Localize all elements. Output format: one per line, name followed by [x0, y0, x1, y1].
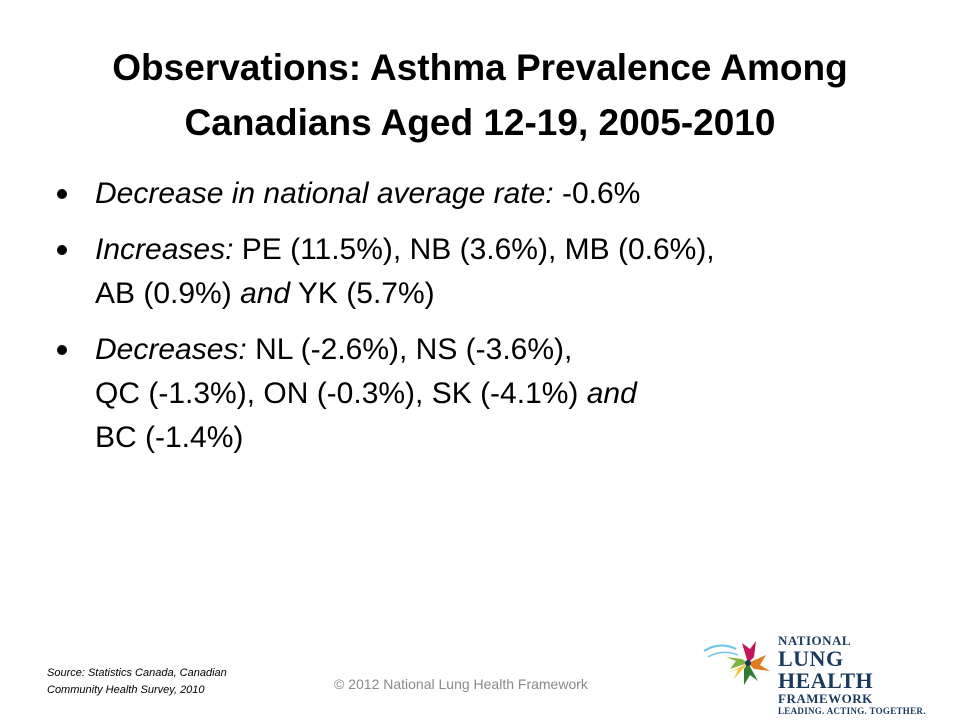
bullet-lead: Decreases:	[95, 333, 256, 366]
bullet-text: YK (5.7%)	[290, 277, 435, 310]
title-line-1: Observations: Asthma Prevalence Among	[112, 47, 848, 88]
logo-line-1: NATIONAL	[778, 633, 852, 648]
bullet-lead: Increases:	[95, 233, 242, 266]
bullet-increases: Increases: PE (11.5%), NB (3.6%), MB (0.…	[57, 228, 917, 316]
leaf-pinwheel-icon	[703, 641, 770, 685]
bullet-text: -0.6%	[561, 177, 641, 210]
bullet-list: Decrease in national average rate: -0.6%…	[57, 172, 917, 472]
logo-line-2: LUNG HEALTH	[778, 646, 874, 693]
bullet-national-average: Decrease in national average rate: -0.6%	[57, 172, 917, 216]
bullet-lead: Decrease in national average rate:	[95, 177, 562, 210]
logo-line-3: FRAMEWORK	[778, 691, 873, 706]
bullet-decreases: Decreases: NL (-2.6%), NS (-3.6%), QC (-…	[57, 328, 917, 460]
bullet-conjunction: and	[240, 277, 291, 310]
source-note: Source: Statistics Canada, Canadian Comm…	[47, 665, 287, 699]
bullet-dot-icon	[57, 245, 67, 255]
copyright-footer: © 2012 National Lung Health Framework	[334, 676, 588, 692]
logo-tagline: LEADING. ACTING. TOGETHER.	[778, 706, 926, 716]
bullet-text: AB (0.9%)	[95, 277, 241, 310]
bullet-dot-icon	[57, 189, 67, 199]
bullet-dot-icon	[57, 345, 67, 355]
source-line-2: Community Health Survey, 2010	[47, 684, 205, 696]
framework-logo: NATIONAL LUNG HEALTH FRAMEWORK LEADING. …	[700, 627, 940, 716]
bullet-conjunction: and	[586, 377, 637, 410]
source-line-1: Source: Statistics Canada, Canadian	[47, 667, 227, 679]
bullet-text: PE (11.5%), NB (3.6%), MB (0.6%),	[241, 233, 715, 266]
logo-wordmark: NATIONAL LUNG HEALTH FRAMEWORK LEADING. …	[778, 634, 940, 717]
title-line-2: Canadians Aged 12-19, 2005-2010	[184, 102, 776, 143]
slide-title: Observations: Asthma Prevalence Among Ca…	[40, 40, 920, 150]
bullet-text: NL (-2.6%), NS (-3.6%),	[255, 333, 573, 366]
bullet-text: BC (-1.4%)	[95, 421, 244, 454]
bullet-text: QC (-1.3%), ON (-0.3%), SK (-4.1%)	[95, 377, 587, 410]
